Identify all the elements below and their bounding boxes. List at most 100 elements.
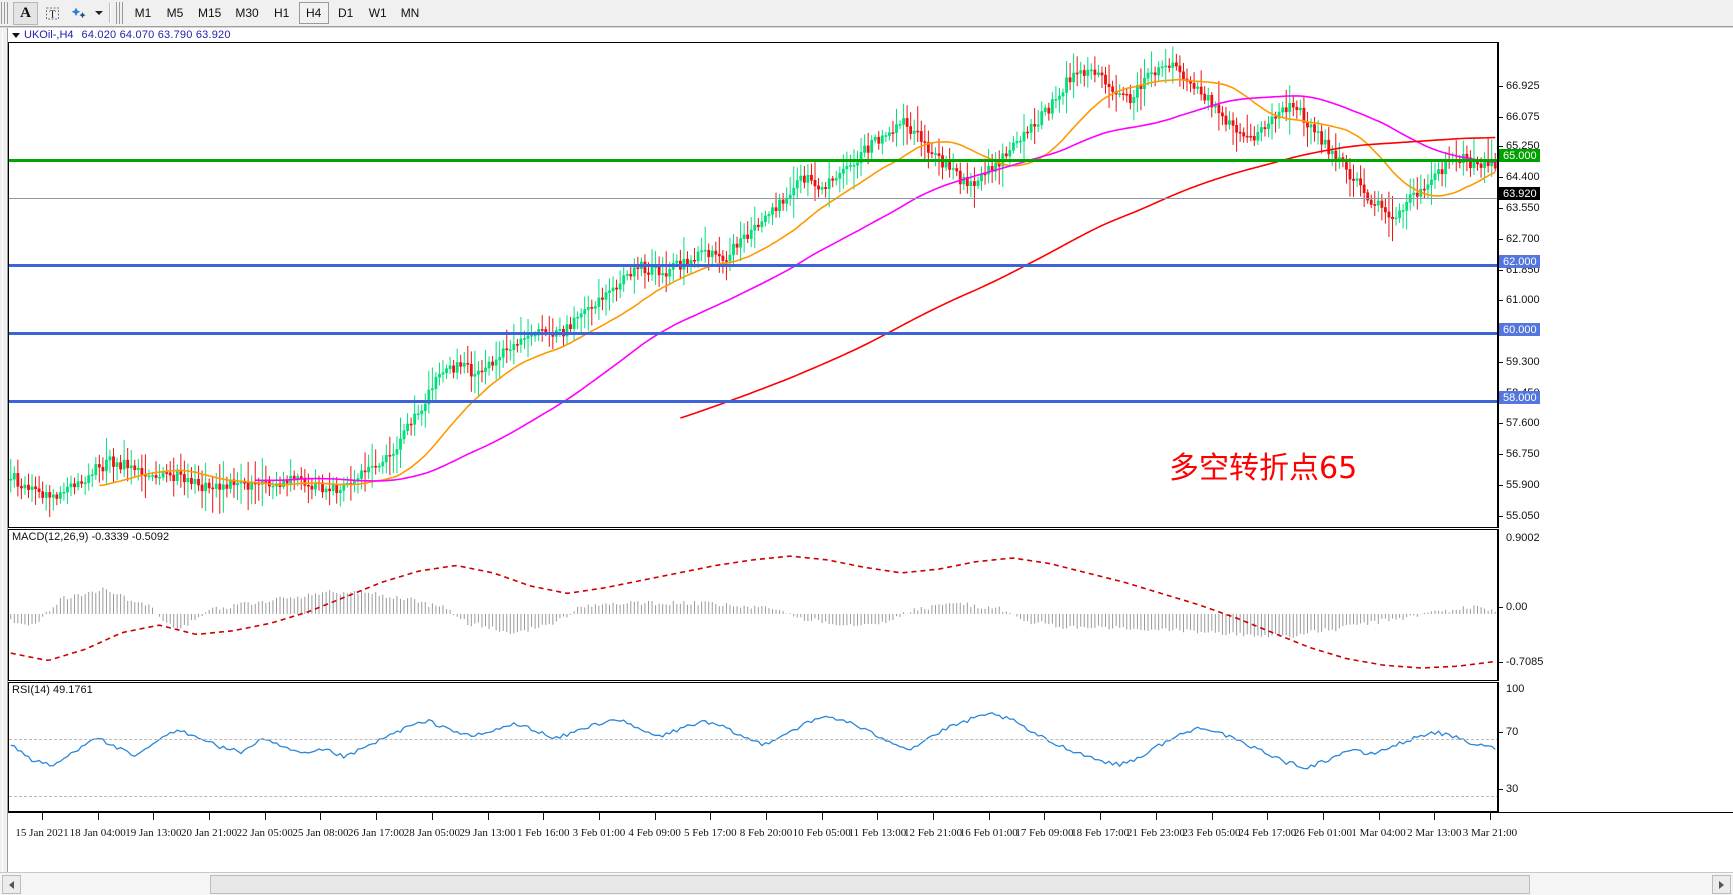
price-tick-55.050: 55.050 [1498,510,1540,522]
time-tick [1490,813,1491,820]
time-axis-label: 19 Jan 13:00 [125,827,182,839]
text-object-icon: A [20,4,31,21]
time-tick [209,813,211,820]
time-tick [97,813,99,820]
macd-tick-0.00: 0.00 [1498,601,1527,613]
time-tick [1322,813,1324,820]
tick-label: 0.00 [1506,601,1528,613]
tick-label: 100 [1506,683,1525,695]
tick-dash [1499,422,1503,424]
rsi-tick-100: 100 [1498,683,1524,695]
rsi-indicator-label: RSI(14) 49.1761 [12,684,93,696]
timeframe-button-m1[interactable]: M1 [128,2,158,24]
time-axis-label: 24 Feb 17:00 [1238,827,1297,839]
timeframe-button-m30[interactable]: M30 [229,2,264,24]
toolbar: A T M1 M5 M15 M30 H1 H4 D1 W1 MN [0,0,1733,27]
current-price-badge: 63.920 [1499,187,1540,200]
scroll-right-arrow-icon[interactable] [1712,875,1731,894]
time-tick [877,813,879,820]
time-tick [821,813,823,820]
time-axis-label: 5 Feb 17:00 [684,827,737,839]
timeframe-label: MN [400,6,420,20]
time-axis-label: 16 Feb 01:00 [959,827,1018,839]
macd-pane[interactable]: MACD(12,26,9) -0.3339 -0.5092 [8,529,1498,681]
timeframe-button-m5[interactable]: M5 [160,2,190,24]
support-line-60000 [9,332,1497,335]
tick-dash [1499,176,1503,178]
objects-button[interactable] [67,2,92,25]
time-axis-label: 3 Mar 21:00 [1462,827,1518,839]
timeframe-button-m15[interactable]: M15 [192,2,227,24]
timeframe-button-mn[interactable]: MN [395,2,426,24]
timeframe-label: M5 [166,6,184,20]
rsi-scale[interactable]: 100 70 30 [1498,682,1733,812]
chart-annotation-text: 多空转折点65 [1169,451,1358,486]
time-tick [320,813,322,820]
rsi-series [10,712,1496,770]
tick-dash [1499,538,1503,539]
tick-label: 59.300 [1506,356,1540,368]
timeframe-label: H4 [306,6,322,20]
time-axis-label: 21 Feb 23:00 [1126,827,1185,839]
timeframe-button-h4[interactable]: H4 [298,2,329,24]
time-axis-label: 29 Jan 13:00 [459,827,516,839]
time-tick [1100,813,1102,820]
scrollbar-thumb[interactable] [210,875,1530,894]
time-axis-label: 1 Mar 04:00 [1351,827,1406,839]
price-tick-62.700: 62.700 [1498,233,1540,245]
timeframe-button-w1[interactable]: W1 [363,2,393,24]
support-line-58000 [9,400,1497,403]
tick-label: 0.9002 [1506,532,1540,544]
time-tick [933,813,935,820]
chart-left-rail[interactable] [0,28,8,895]
macd-scale[interactable]: 0.9002 0.00 -0.7085 [1498,529,1733,681]
tick-dash [1499,689,1503,690]
scroll-left-arrow-icon[interactable] [2,875,21,894]
time-axis-label: 11 Feb 13:00 [848,827,907,839]
horizontal-scrollbar[interactable] [0,872,1733,895]
time-tick [264,813,266,820]
tick-dash [1499,207,1503,209]
symbol-caret-icon[interactable] [12,32,20,38]
tick-label: 30 [1506,783,1519,795]
tick-dash [1499,606,1503,608]
time-tick [1378,813,1380,820]
time-tick [1434,813,1436,820]
svg-text:T: T [49,9,55,20]
price-tick-57.600: 57.600 [1498,417,1540,429]
macd-tick-0.9002: 0.9002 [1498,532,1540,544]
time-axis[interactable]: 15 Jan 2021 18 Jan 04:00 19 Jan 13:00 20 Ja… [8,812,1733,852]
macd-series [10,555,1496,669]
price-candlestick-series [9,46,1497,517]
rsi-pane[interactable]: RSI(14) 49.1761 [8,682,1498,812]
time-tick [1211,813,1213,820]
tick-dash [1499,238,1503,240]
time-axis-label: 23 Feb 05:00 [1182,827,1241,839]
timeframe-label: M30 [235,6,259,20]
text-object-button[interactable]: A [13,1,38,25]
toolbar-grip-1[interactable] [1,2,10,24]
tick-label: 61.000 [1506,294,1540,306]
time-tick [1155,813,1157,820]
time-axis-label: 25 Jan 08:00 [292,827,349,839]
price-pane[interactable]: 多空转折点65 [8,42,1498,528]
time-axis-label: 20 Jan 21:00 [180,827,238,839]
time-axis-label: 15 Jan 2021 [15,827,69,839]
timeframe-button-h1[interactable]: H1 [267,2,297,24]
text-label-button[interactable]: T [40,2,65,25]
timeframe-label: M15 [198,6,222,20]
price-scale[interactable]: 66.925 66.075 65.250 64.400 63.550 62.700 61.8… [1498,42,1733,552]
symbol-info-bar[interactable]: UKOil-,H4 64.020 64.070 63.790 63.920 [8,28,1498,42]
tick-label: 66.075 [1506,111,1540,123]
objects-dropdown-arrow[interactable] [93,2,105,25]
tick-dash [1499,515,1503,517]
price-tick-61.000: 61.000 [1498,294,1540,306]
timeframe-button-d1[interactable]: D1 [331,2,361,24]
tick-dash [1499,484,1503,486]
tick-label: 64.400 [1506,171,1540,183]
toolbar-separator [109,3,111,23]
toolbar-grip-2[interactable] [116,2,125,24]
tick-label: 63.550 [1506,202,1540,214]
timeframe-label: H1 [274,6,290,20]
